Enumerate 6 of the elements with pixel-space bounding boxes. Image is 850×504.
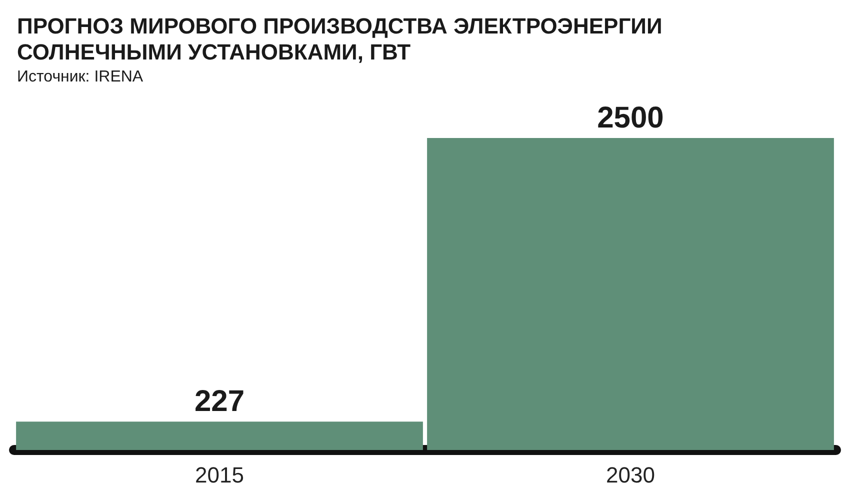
x-tick-label: 2030 — [606, 462, 655, 488]
data-label: 2500 — [597, 102, 664, 134]
data-label: 227 — [194, 385, 245, 418]
chart-title: ПРОГНОЗ МИРОВОГО ПРОИЗВОДСТВА ЭЛЕКТРОЭНЕРГИИ СОЛНЕЧНЫМИ УСТАНОВКАМИ, ГВТ — [17, 14, 662, 64]
x-tick-label: 2015 — [195, 462, 244, 488]
chart-subtitle: Источник: IRENA — [17, 68, 144, 86]
